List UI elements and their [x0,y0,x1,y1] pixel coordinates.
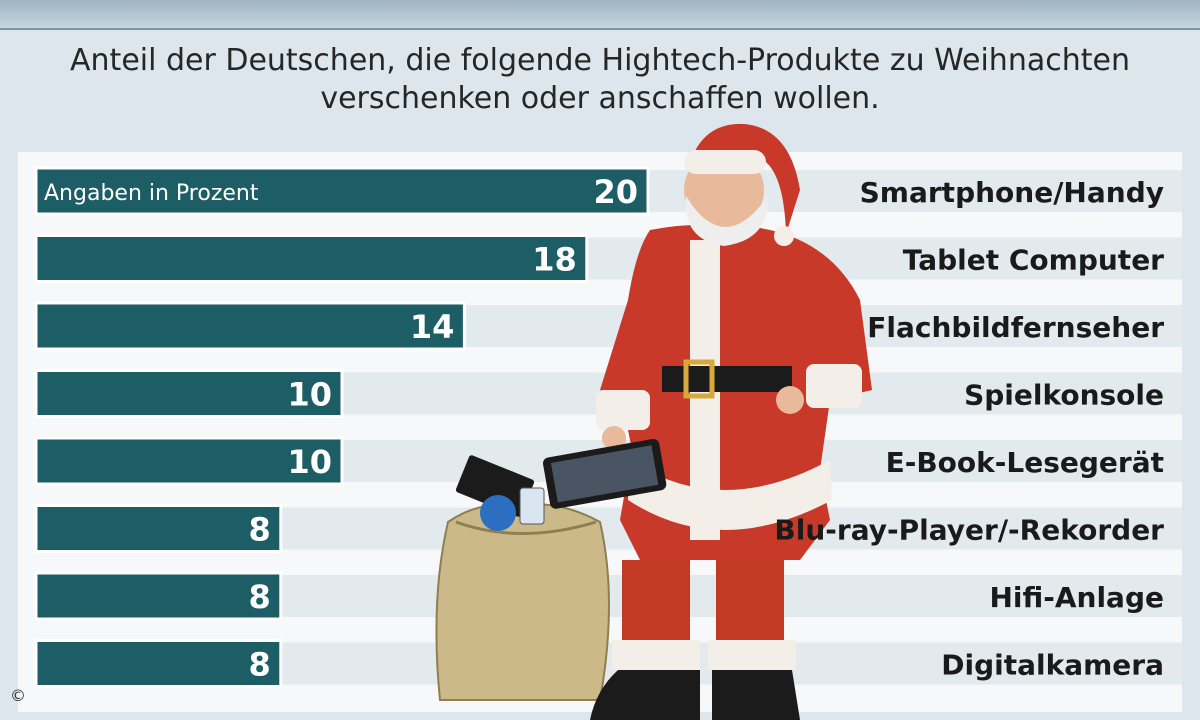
santa-coat-hem [628,460,832,530]
sack-rim [455,520,597,535]
bar [34,166,650,216]
bar-value-label: 8 [249,578,271,616]
category-label: Spielkonsole [964,379,1164,412]
phone-gadget [519,487,545,525]
title-band [0,0,1200,30]
category-label: Hifi-Anlage [989,581,1164,614]
category-label: Digitalkamera [941,649,1164,682]
bar-value-label: 10 [287,443,332,481]
unit-note: Angaben in Prozent [44,181,259,206]
santa-belt [662,366,792,392]
category-label: Blu-ray-Player/-Rekorder [774,514,1164,547]
category-label: Flachbildfernseher [867,311,1164,344]
bar-value-label: 14 [410,308,455,346]
bar-value-label: 8 [249,646,271,684]
category-label: E-Book-Lesegerät [886,446,1164,479]
bar [34,369,344,418]
santa-hand-left [602,426,626,450]
santa-cuff-right [708,640,796,670]
santa-hat-pompom [774,226,794,246]
bar [34,571,283,621]
category-label: Smartphone/Handy [860,176,1164,209]
disc-gadget [480,495,516,531]
santa-boot-left [590,670,700,720]
laptop-gadget [455,455,535,517]
bar-value-label: 10 [287,376,332,414]
santa-cuff-arm-left [596,390,650,430]
bar [34,301,466,351]
subtitle-line-2: verschenken oder anschaffen wollen. [320,81,880,116]
santa-beard [685,196,769,246]
santa-hand-right [776,386,804,414]
santa-hat-brim [684,150,766,174]
copyright-mark: © [10,686,26,705]
bar-value-label: 18 [532,241,577,279]
bar-value-label: 8 [249,511,271,549]
santa-illustration [435,123,872,720]
tablet-screen [550,445,659,503]
chart-labels: 20 Smartphone/Handy 18 Tablet Computer 14 Fla… [44,173,1164,684]
bar [34,639,283,688]
santa-cuff-left [612,640,700,670]
chart-subtitle: Anteil der Deutschen, die folgende Hight… [60,42,1140,118]
bar [34,504,283,553]
subtitle-line-1: Anteil der Deutschen, die folgende Hight… [70,43,1130,78]
chart-bars [34,166,650,688]
belt-buckle [683,359,715,399]
bar [34,234,589,283]
bar [34,436,344,486]
santa-cuff-arm-right [806,364,862,408]
category-label: Tablet Computer [903,244,1164,277]
santa-boot-right [712,670,800,720]
bar-value-label: 20 [593,173,638,211]
